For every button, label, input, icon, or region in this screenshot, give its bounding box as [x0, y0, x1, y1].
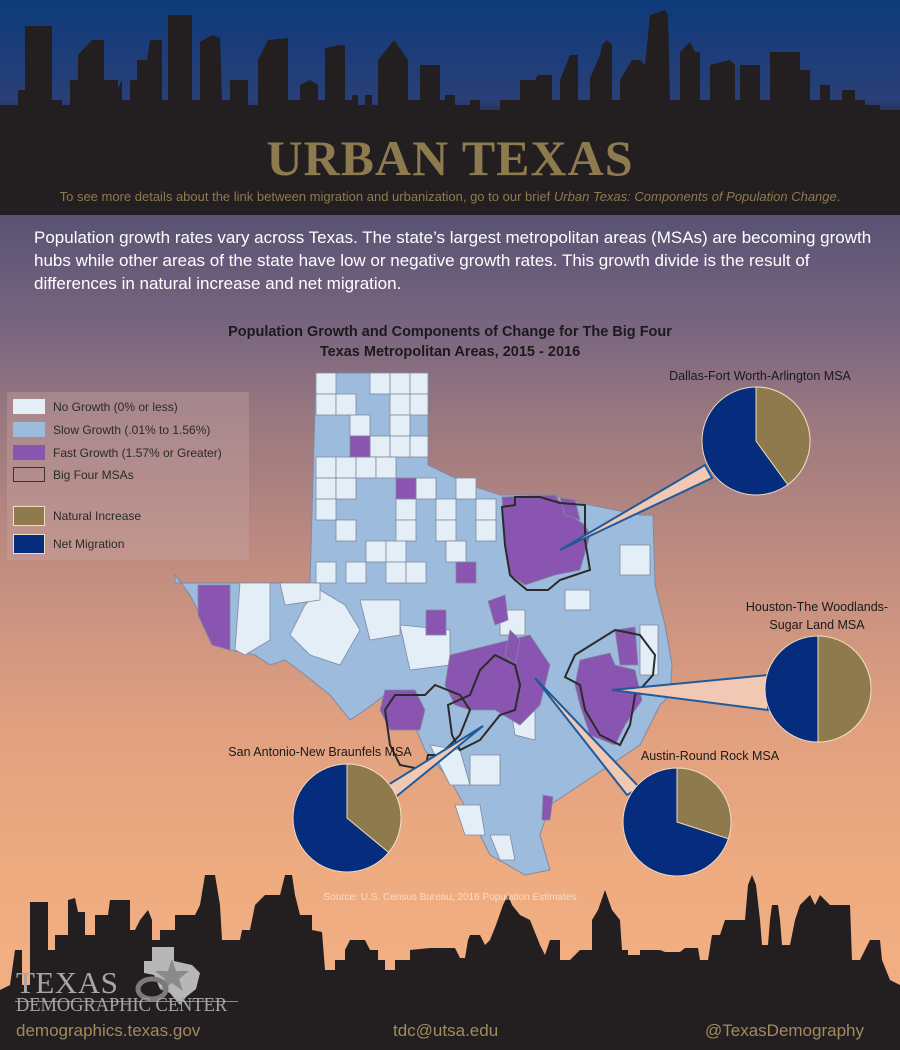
page-title: URBAN TEXAS	[266, 130, 634, 186]
texas-star-logo-icon	[135, 947, 200, 1005]
subtitle: To see more details about the link betwe…	[0, 189, 900, 204]
chart-title-line1: Population Growth and Components of Chan…	[228, 324, 672, 340]
pie-label-houston-line1: Houston-The Woodlands-	[745, 600, 889, 614]
pie-label-houston-line2: Sugar Land MSA	[769, 618, 865, 632]
logo-text-center: DEMOGRAPHIC CENTER	[16, 994, 228, 1016]
pie-houston	[764, 635, 872, 743]
legend-label: Big Four MSAs	[53, 467, 134, 482]
pie-austin	[622, 767, 732, 877]
intro-paragraph: Population growth rates vary across Texa…	[34, 228, 872, 293]
swatch-no-growth	[13, 399, 45, 414]
pie-label-san-antonio: San Antonio-New Braunfels MSA	[228, 745, 412, 759]
leader-lines	[378, 463, 769, 802]
legend-label: Natural Increase	[53, 509, 142, 523]
pie-label-houston: Houston-The Woodlands- Sugar Land MSA	[712, 598, 900, 634]
brief-link[interactable]: Urban Texas: Components of Population Ch…	[553, 189, 837, 204]
subtitle-text: To see more details about the link betwe…	[59, 189, 554, 204]
pie-san-antonio	[292, 763, 402, 873]
legend-label: Fast Growth (1.57% or Greater)	[53, 445, 222, 460]
legend-label: Net Migration	[53, 537, 125, 551]
legend-item-natural-increase: Natural Increase	[13, 506, 141, 526]
texas-county-map	[174, 372, 673, 876]
big-four-msa-outlines	[383, 496, 657, 772]
bottom-skyline	[0, 875, 900, 1050]
legend-item-slow-growth: Slow Growth (.01% to 1.56%)	[13, 422, 210, 437]
swatch-net-migration	[13, 534, 45, 554]
swatch-big-four-outline	[13, 467, 45, 482]
pie-label-austin: Austin-Round Rock MSA	[640, 749, 780, 763]
source-note: Source: U.S. Census Bureau, 2016 Populat…	[323, 892, 577, 903]
tdc-logo	[14, 945, 244, 1020]
pie-label-dallas: Dallas-Fort Worth-Arlington MSA	[669, 369, 851, 383]
legend-item-fast-growth: Fast Growth (1.57% or Greater)	[13, 445, 222, 460]
subtitle-suffix: .	[836, 189, 841, 204]
logo-text-texas: TEXAS	[16, 965, 119, 1000]
email-link[interactable]: tdc@utsa.edu	[393, 1021, 499, 1040]
map-legend: No Growth (0% or less) Slow Growth (.01%…	[7, 392, 249, 560]
chart-title-line2: Texas Metropolitan Areas, 2015 - 2016	[319, 344, 581, 360]
swatch-fast-growth	[13, 445, 45, 460]
legend-item-no-growth: No Growth (0% or less)	[13, 399, 178, 414]
twitter-handle-link[interactable]: @TexasDemography	[705, 1021, 864, 1040]
chart-title: Population Growth and Components of Chan…	[0, 322, 900, 362]
pie-dallas	[701, 386, 811, 496]
legend-label: Slow Growth (.01% to 1.56%)	[53, 422, 211, 437]
website-link[interactable]: demographics.texas.gov	[16, 1021, 201, 1040]
logo-divider	[15, 1001, 238, 1002]
swatch-slow-growth	[13, 422, 45, 437]
legend-item-big-four: Big Four MSAs	[13, 467, 134, 482]
top-skyline	[0, 10, 900, 215]
legend-item-net-migration: Net Migration	[13, 534, 124, 554]
legend-label: No Growth (0% or less)	[53, 399, 178, 414]
swatch-natural-increase	[13, 506, 45, 526]
